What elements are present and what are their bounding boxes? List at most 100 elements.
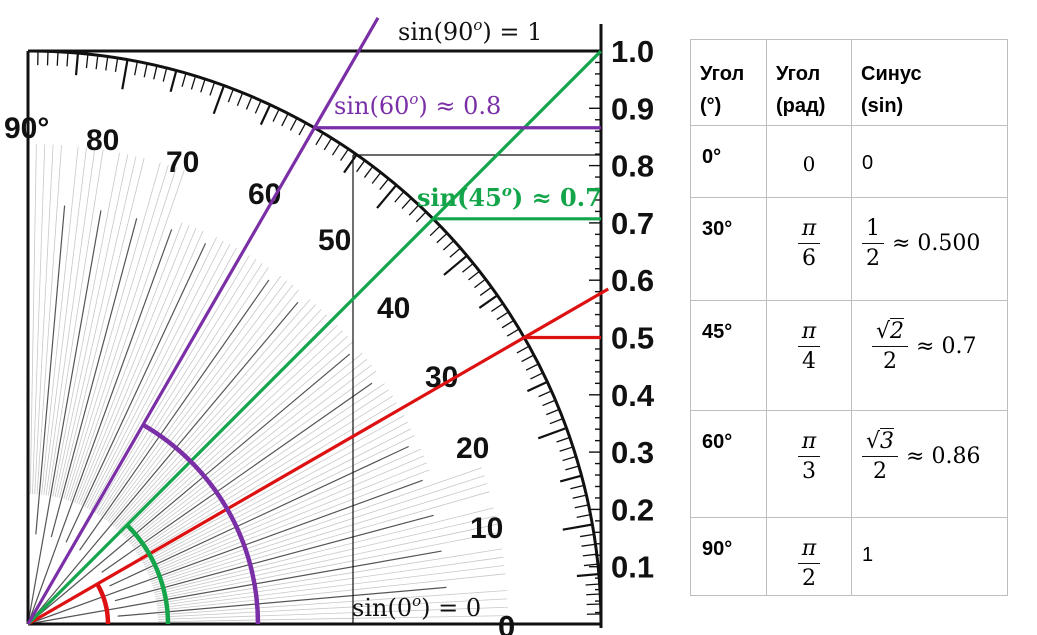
inner-ray [157,573,506,611]
inner-ray [156,565,505,609]
arc-tick [436,232,448,244]
inner-ray [139,402,397,558]
degree-label: 70 [166,146,199,179]
arc-tick [85,54,89,69]
arc-tick [212,85,226,115]
degree-label: 50 [318,224,351,257]
inner-ray [114,514,434,602]
y-axis-ticks [589,50,601,625]
angle-line [27,287,610,626]
cell-deg: 0° [690,125,767,198]
inner-ray [125,341,353,540]
arc-tick [556,436,570,443]
cell-sin: 1 [851,517,1008,596]
inner-ray [80,231,204,506]
arc-tick [525,363,539,371]
inner-ray [27,229,173,625]
arc-tick [376,184,398,209]
y-axis-labels: 0.1 0.2 0.3 0.4 0.5 0.6 0.7 0.8 0.9 1.0 0 [498,34,655,635]
inner-ray [98,263,263,516]
arc-tick [562,523,593,531]
arc-tick [583,563,598,567]
axis-label: 0.3 [611,435,654,470]
arc-tick [565,465,579,471]
arc-tick [580,533,595,538]
arc-tick [343,153,358,174]
arc-tick [379,178,390,190]
arc-tick [546,408,560,416]
arc-tick [570,484,585,490]
arc-tick [298,122,307,136]
inner-ray [76,225,190,504]
inner-ray [114,304,317,528]
inner-ray [105,280,288,521]
inner-ray [154,507,494,593]
arc-tick [443,254,468,276]
arc-tick [56,51,59,66]
arc-tick [586,593,601,596]
arc-tick [363,165,374,178]
cell-deg: 30° [690,197,767,301]
table-header-row: Угол (°) Угол (рад) Синус (sin) [690,39,1008,126]
inner-ray [27,210,102,625]
arc-tick [143,63,148,78]
arc-tick [114,57,119,72]
axis-label: 0.8 [611,149,654,184]
angle-line [26,16,380,625]
arc-tick [576,514,591,518]
inner-ray [69,170,185,502]
inner-ray [109,289,299,524]
arc-tick [281,113,289,127]
inner-ray [79,279,270,551]
arc-tick [516,345,530,354]
inner-ray [27,301,299,625]
inner-ray [52,152,120,497]
arc-tick [169,70,178,93]
inner-ray [122,330,343,536]
arc-tick [371,172,382,184]
arc-tick [227,88,234,103]
inner-ray [36,145,62,495]
axis-label: 0.7 [611,206,654,241]
angle-arc [125,523,171,625]
inner-ray [149,469,430,578]
arc-tick [331,143,341,156]
inner-ray [104,275,282,520]
arc-tick [496,311,509,321]
inner-ray [35,205,66,535]
header-angle-rad: Угол (рад) [766,39,852,126]
sin90-label: sin(90o) = 1 [398,16,542,46]
inner-ray [157,598,508,618]
arc-tick [538,390,552,398]
arc-tick [209,82,216,96]
angle-arcs [95,422,261,625]
sin45-label: sin(45o) ≈ 0.7 [417,182,602,212]
inner-ray [144,435,415,568]
angle-arc [141,422,261,625]
axis-label: 1.0 [611,34,654,69]
arc-tick [429,225,441,237]
arc-tick [572,494,587,499]
arc-tick [181,73,187,87]
inner-ray [86,240,224,509]
inner-ray [101,382,373,573]
inner-ray [56,156,137,498]
axis-label: 0.9 [611,91,654,126]
inner-ray [45,148,96,496]
inner-ray [138,395,393,556]
arc-tick [95,55,99,70]
arc-tick [574,504,589,509]
inner-ray [155,532,500,600]
arc-tick [289,117,298,131]
degree-label: 10 [470,512,503,545]
inner-ray [156,556,504,607]
cell-deg: 60° [690,410,767,518]
arc-tick [559,474,582,483]
arc-tick [559,446,574,452]
inner-ray [151,475,485,585]
inner-ray [121,325,338,534]
axis-label-zero: 0 [498,609,515,635]
